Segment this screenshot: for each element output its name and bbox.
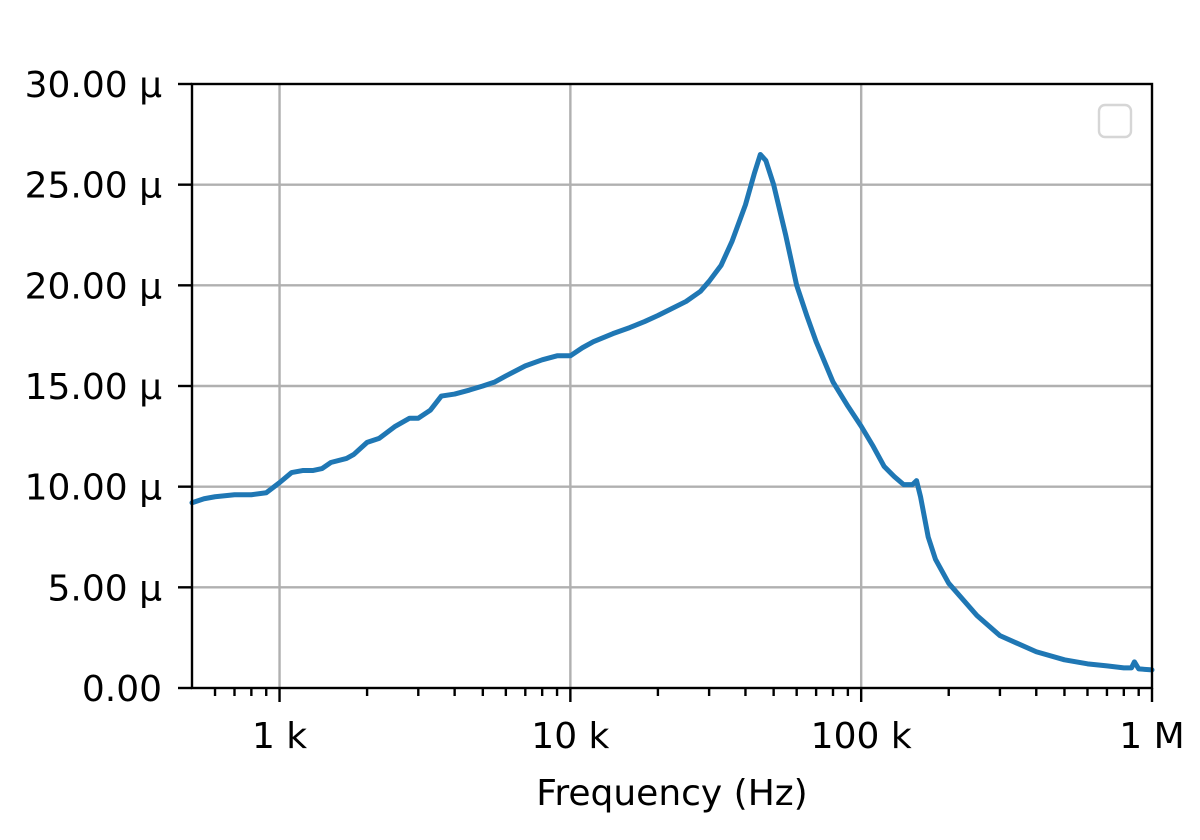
- legend: [1097, 103, 1133, 139]
- x-tick-labels: 1 k 10 k 100 k 1 M: [252, 716, 1185, 757]
- grid-lines: [192, 84, 1152, 688]
- x-tick-label: 1 k: [252, 716, 307, 757]
- y-tick-label: 15.00 µ: [25, 367, 163, 408]
- x-tick-label: 1 M: [1119, 716, 1184, 757]
- y-tick-label: 30.00 µ: [25, 65, 163, 106]
- x-axis-title: Frequency (Hz): [536, 773, 807, 814]
- y-tick-label: 0.00: [82, 669, 162, 710]
- x-tick-label: 10 k: [531, 716, 609, 757]
- series-layer: [189, 151, 1155, 673]
- legend-box: [1097, 103, 1133, 139]
- y-tick-label: 20.00 µ: [25, 266, 163, 307]
- x-tick-label: 100 k: [811, 716, 912, 757]
- y-tick-labels: 0.00 5.00 µ 10.00 µ 15.00 µ 20.00 µ 25.00 µ 30…: [25, 65, 163, 710]
- y-tick-label: 10.00 µ: [25, 468, 163, 509]
- y-tick-label: 25.00 µ: [25, 166, 163, 207]
- y-tick-label: 5.00 µ: [47, 568, 162, 609]
- series-line-0: [189, 151, 1155, 673]
- tick-marks: [178, 82, 1154, 702]
